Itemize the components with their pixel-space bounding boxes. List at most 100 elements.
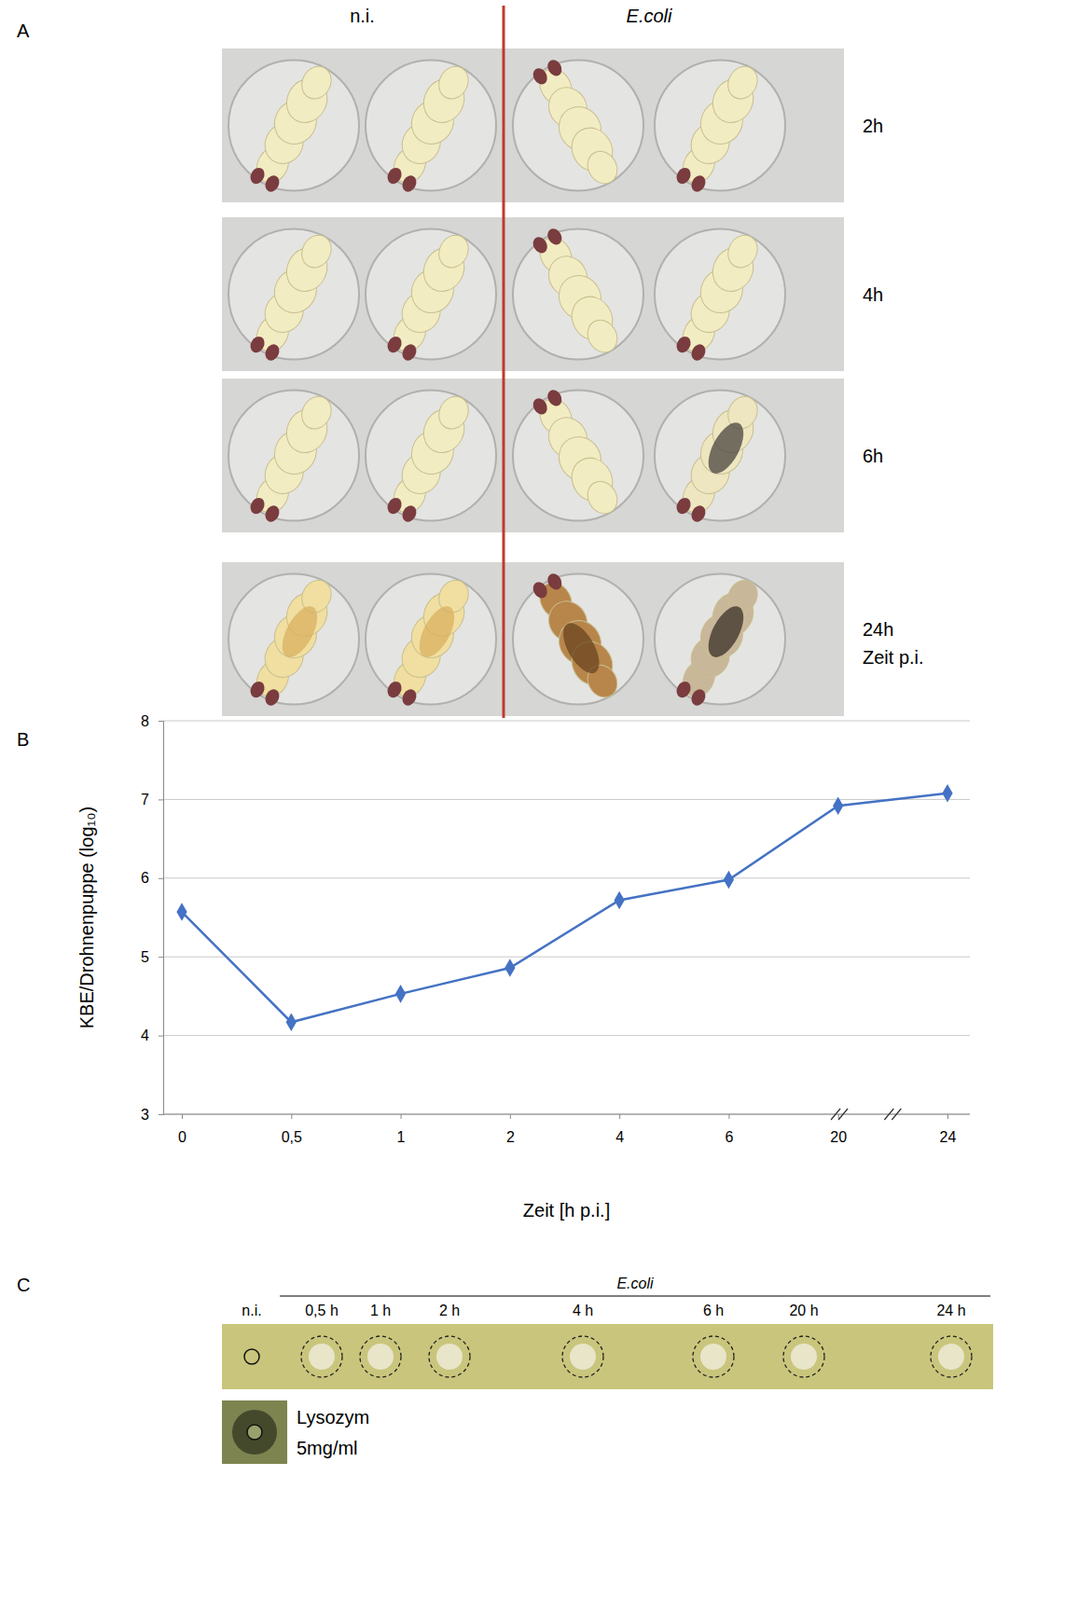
well	[228, 229, 360, 360]
well-content	[379, 387, 480, 527]
pupa-eye	[544, 57, 565, 80]
x-tick-mark	[838, 1114, 840, 1120]
well	[365, 60, 497, 192]
grid-line	[163, 877, 970, 879]
y-tick: 7	[140, 791, 164, 808]
x-tick-mark	[947, 1114, 949, 1120]
y-tick-mark	[158, 1036, 164, 1037]
y-tick: 6	[140, 870, 164, 886]
x-tick-mark	[510, 1114, 512, 1120]
pupa-eye	[689, 342, 709, 363]
well-content	[525, 55, 629, 194]
well	[365, 229, 497, 360]
well	[654, 574, 786, 705]
y-tick-label: 7	[140, 791, 150, 808]
sample-spot	[308, 1343, 335, 1370]
x-tick: 0,5	[281, 1114, 303, 1146]
x-tick-label: 0	[178, 1129, 187, 1146]
time-label: 6 h	[703, 1302, 724, 1319]
pupa-discoloration	[555, 617, 607, 679]
x-tick: 6	[724, 1114, 733, 1146]
pupa-segment	[433, 391, 474, 435]
figure: ABC2h4h6h24hZeit p.i.n.i.E.coli34567800,…	[0, 0, 1092, 1600]
pupa-eye	[262, 687, 283, 708]
photo-background	[221, 562, 844, 717]
y-tick-mark	[158, 720, 164, 722]
time-axis-label: Zeit p.i.	[862, 647, 925, 668]
grid-line	[163, 956, 970, 958]
pupa	[379, 571, 480, 711]
well	[654, 60, 786, 192]
pupa-segment	[581, 475, 623, 519]
reference-label: Lysozym	[296, 1407, 370, 1428]
panel-c: n.i.0,5 h1 h2 h4 h6 h20 h24 hE.coliLysoz…	[221, 1275, 994, 1465]
pupa-eye	[385, 333, 405, 355]
y-tick-label: 4	[140, 1027, 150, 1044]
pupa-eye	[530, 66, 551, 88]
group-header: n.i.	[349, 5, 375, 27]
x-tick-label: 0,5	[281, 1129, 303, 1146]
well-content	[242, 226, 343, 366]
pupa	[668, 571, 769, 711]
pupa-segment	[433, 61, 474, 105]
pupa	[379, 226, 480, 366]
time-label: 4 h	[572, 1302, 594, 1319]
pupa-eye	[674, 333, 694, 355]
plot-area	[176, 784, 953, 1032]
pupa-eye	[530, 234, 551, 257]
x-axis-title: Zeit [h p.i.]	[523, 1200, 610, 1221]
well-content	[668, 387, 769, 527]
data-point	[614, 891, 625, 911]
y-tick: 5	[140, 949, 164, 966]
time-label: 2 h	[439, 1302, 460, 1319]
well	[365, 574, 497, 705]
well-content	[379, 57, 480, 197]
data-point	[723, 870, 734, 890]
data-point	[286, 1012, 297, 1032]
pupa-eye	[262, 503, 283, 525]
y-tick-label: 6	[140, 870, 150, 886]
x-tick: 24	[939, 1114, 957, 1146]
data-point	[395, 984, 406, 1004]
pupa	[525, 568, 629, 707]
pupa-segment	[581, 145, 623, 189]
pupa	[379, 387, 480, 527]
axis-break	[884, 1108, 894, 1120]
pupa-discoloration	[701, 601, 751, 664]
x-tick-mark	[290, 1114, 292, 1120]
grid-line	[163, 1114, 970, 1116]
well-content	[668, 226, 769, 366]
grid-line	[163, 799, 970, 801]
y-axis: 345678	[140, 713, 164, 1123]
pupa-eye	[400, 342, 420, 363]
x-tick-mark	[728, 1114, 730, 1120]
control-spot	[244, 1349, 260, 1365]
pupa	[525, 385, 629, 524]
y-tick-mark	[158, 956, 164, 958]
well	[654, 229, 786, 360]
pupa	[242, 226, 343, 366]
y-axis-line	[158, 721, 165, 1116]
pupa-eye	[544, 226, 565, 249]
pupa-eye	[689, 687, 709, 708]
photo-background	[221, 378, 844, 533]
x-axis: 00,512462024	[163, 1114, 970, 1146]
pupa-eye	[248, 333, 268, 355]
x-tick-label: 4	[615, 1129, 624, 1146]
y-axis-title: KBE/Drohnenpuppe (log₁₀)	[76, 806, 97, 1030]
pupa	[525, 55, 629, 194]
pupa-eye	[385, 495, 405, 516]
reference-square	[221, 1400, 288, 1465]
pupa-eye	[530, 396, 551, 418]
pupa	[668, 57, 769, 197]
y-tick-label: 5	[140, 949, 150, 966]
agar-strip	[221, 1324, 994, 1390]
time-label: 1 h	[370, 1302, 391, 1319]
pupa-eye	[689, 503, 709, 525]
pupa	[242, 387, 343, 527]
grid-line	[163, 1035, 970, 1037]
well	[228, 390, 360, 522]
y-tick-mark	[158, 799, 164, 801]
pupa-eye	[400, 687, 420, 708]
axis-break	[838, 1108, 848, 1120]
